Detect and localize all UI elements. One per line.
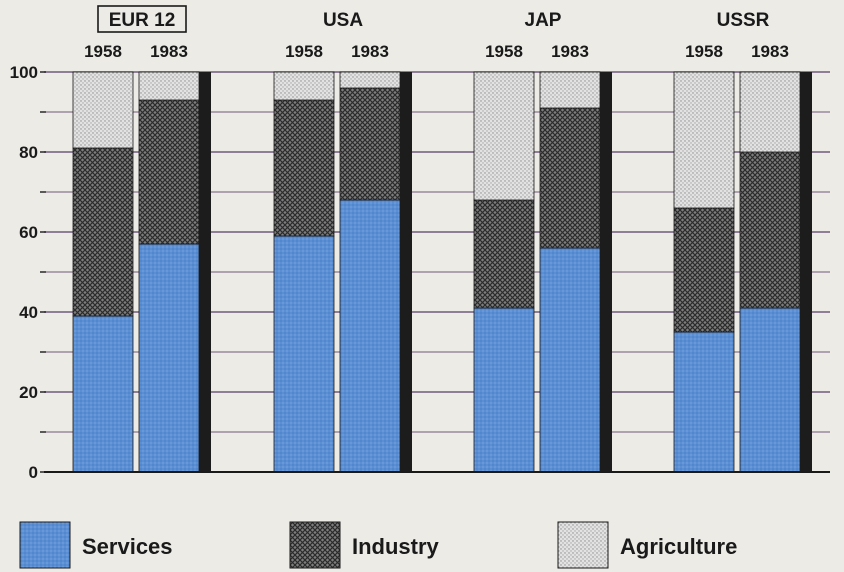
- segment-agriculture-usa-1983: [339, 71, 401, 89]
- y-tick-label-80: 80: [19, 143, 38, 162]
- group-header-usa: USA: [323, 10, 363, 31]
- legend: Services Industry Agriculture: [19, 521, 737, 569]
- legend-swatch-agriculture: [557, 521, 609, 569]
- segment-agriculture-jap-1983: [539, 71, 601, 109]
- legend-label-agriculture: Agriculture: [620, 534, 737, 559]
- bar-usa-1958: [273, 71, 335, 473]
- group-header-ussr: USSR: [717, 10, 770, 31]
- legend-label-industry: Industry: [352, 534, 440, 559]
- year-label-ussr-1958: 1958: [685, 42, 723, 61]
- y-axis: 0 20 40 60 80 100: [10, 63, 830, 482]
- segment-agriculture-eur-12-1983: [138, 71, 200, 101]
- bar-eur-12-1983: [138, 71, 200, 473]
- segment-industry-eur-12-1983: [138, 99, 200, 245]
- year-label-eur-12-1958: 1958: [84, 42, 122, 61]
- shadow-eur-12: [199, 72, 211, 472]
- segment-industry-ussr-1983: [739, 151, 801, 309]
- y-tick-label-100: 100: [10, 63, 38, 82]
- y-tick-label-60: 60: [19, 223, 38, 242]
- segment-industry-usa-1958: [273, 99, 335, 237]
- y-tick-label-40: 40: [19, 303, 38, 322]
- legend-swatch-services: [19, 521, 71, 569]
- shadow-usa: [400, 72, 412, 472]
- group-header-jap: JAP: [525, 10, 562, 31]
- segment-industry-jap-1983: [539, 107, 601, 249]
- year-label-ussr-1983: 1983: [751, 42, 789, 61]
- segment-industry-ussr-1958: [673, 207, 735, 333]
- segment-services-jap-1958: [473, 307, 535, 473]
- segment-agriculture-eur-12-1958: [72, 71, 134, 149]
- segment-industry-eur-12-1958: [72, 147, 134, 317]
- bar-usa-1983: [339, 71, 401, 473]
- y-tick-label-20: 20: [19, 383, 38, 402]
- shadow-ussr: [800, 72, 812, 472]
- segment-services-jap-1983: [539, 247, 601, 473]
- group-header-eur-12: EUR 12: [109, 10, 176, 31]
- bar-jap-1983: [539, 71, 601, 473]
- bar-jap-1958: [473, 71, 535, 473]
- year-label-usa-1983: 1983: [351, 42, 389, 61]
- bar-ussr-1983: [739, 71, 801, 473]
- legend-label-services: Services: [82, 534, 173, 559]
- segment-agriculture-ussr-1958: [673, 71, 735, 209]
- segment-industry-usa-1983: [339, 87, 401, 201]
- year-label-eur-12-1983: 1983: [150, 42, 188, 61]
- y-tick-label-0: 0: [29, 463, 38, 482]
- segment-agriculture-jap-1958: [473, 71, 535, 201]
- year-label-usa-1958: 1958: [285, 42, 323, 61]
- bar-eur-12-1958: [72, 71, 134, 473]
- segment-agriculture-ussr-1983: [739, 71, 801, 153]
- segment-services-ussr-1983: [739, 307, 801, 473]
- shadow-jap: [600, 72, 612, 472]
- segment-services-usa-1958: [273, 235, 335, 473]
- year-label-jap-1983: 1983: [551, 42, 589, 61]
- segment-services-usa-1983: [339, 199, 401, 473]
- year-label-jap-1958: 1958: [485, 42, 523, 61]
- segment-agriculture-usa-1958: [273, 71, 335, 101]
- segment-services-eur-12-1983: [138, 243, 200, 473]
- group-header-box-eur-12: [97, 5, 187, 33]
- segment-industry-jap-1958: [473, 199, 535, 309]
- legend-swatch-industry: [289, 521, 341, 569]
- bars: [72, 71, 812, 473]
- bar-ussr-1958: [673, 71, 735, 473]
- segment-services-eur-12-1958: [72, 315, 134, 473]
- segment-services-ussr-1958: [673, 331, 735, 473]
